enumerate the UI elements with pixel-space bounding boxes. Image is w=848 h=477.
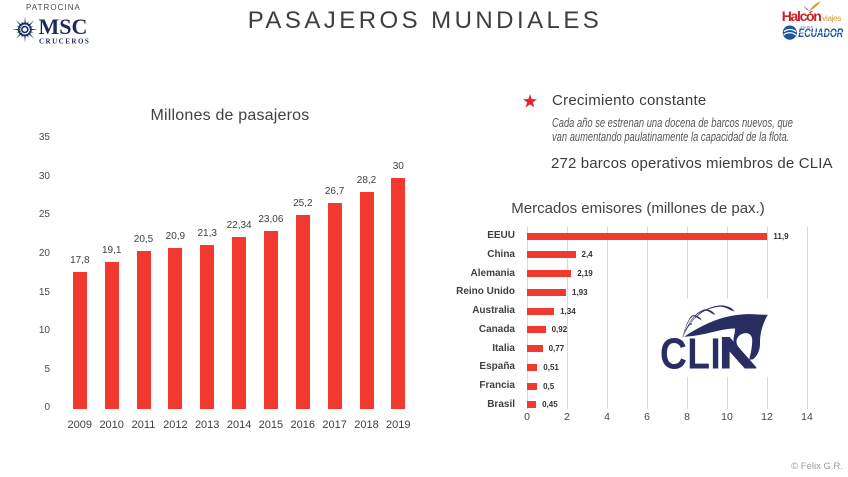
svg-text:VIAJES: VIAJES [801,25,814,29]
svg-text:ECUADOR: ECUADOR [798,27,843,41]
svg-text:Halcón: Halcón [782,8,822,24]
svg-text:MSC: MSC [39,14,88,39]
svg-text:CRUCEROS: CRUCEROS [39,38,90,46]
svg-text:CLI: CLI [660,329,721,379]
svg-text:viajes: viajes [822,14,841,23]
